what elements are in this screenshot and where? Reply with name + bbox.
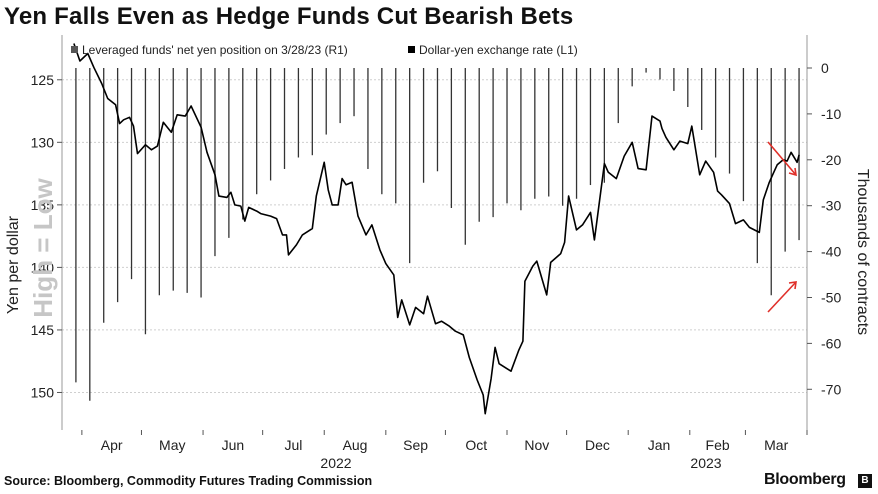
x-month-label-10: Feb <box>706 437 730 453</box>
dollar-yen-line <box>73 43 800 415</box>
legend: Leveraged funds' net yen position on 3/2… <box>71 43 578 57</box>
left-tick-label-3: 140 <box>31 259 55 275</box>
right-tick-label-0: 0 <box>821 60 829 76</box>
x-month-label-4: Aug <box>343 437 368 453</box>
left-tick-label-5: 150 <box>31 384 55 400</box>
x-month-label-3: Jul <box>284 437 302 453</box>
legend-swatch-line <box>408 46 415 53</box>
left-tick-label-4: 145 <box>31 322 55 338</box>
left-tick-label-1: 130 <box>31 134 55 150</box>
legend-label-bars: Leveraged funds' net yen position on 3/2… <box>82 43 348 57</box>
x-month-label-2: Jun <box>222 437 245 453</box>
left-tick-label-0: 125 <box>31 72 55 88</box>
right-tick-label-4: -40 <box>821 244 841 260</box>
arrow-down-head <box>788 167 797 177</box>
x-month-label-6: Oct <box>465 437 487 453</box>
arrow-down-icon <box>767 141 797 176</box>
chart-title: Yen Falls Even as Hedge Funds Cut Bearis… <box>4 3 574 30</box>
net-yen-position-bars <box>75 68 800 401</box>
left-axis-ticks: 125 130 135 140 145 150 <box>31 72 62 400</box>
right-axis-title: Thousands of contracts <box>854 169 871 335</box>
x-month-label-9: Jan <box>648 437 671 453</box>
right-tick-label-2: -20 <box>821 152 841 168</box>
x-year-label-2023: 2023 <box>690 455 721 470</box>
right-tick-label-5: -50 <box>821 289 841 305</box>
x-month-label-11: Mar <box>764 437 788 453</box>
source-note: Source: Bloomberg, Commodity Futures Tra… <box>4 474 373 488</box>
brand-logo: Bloomberg <box>764 471 846 488</box>
red-arrows <box>767 141 797 313</box>
x-month-label-8: Dec <box>585 437 610 453</box>
right-tick-label-7: -70 <box>821 381 841 397</box>
left-axis-title: Yen per dollar <box>5 215 22 314</box>
left-tick-label-2: 135 <box>31 197 55 213</box>
bloomberg-icon: B <box>858 474 872 488</box>
x-month-label-1: May <box>159 437 185 453</box>
chart: Apr May Jun Jul Aug Sep Oct Nov Dec Jan Feb Mar 125… <box>5 35 871 470</box>
arrow-up-head <box>788 281 797 290</box>
x-month-label-7: Nov <box>524 437 549 453</box>
arrow-up-icon <box>767 281 797 313</box>
x-month-label-0: Apr <box>101 437 123 453</box>
legend-swatch-bars <box>71 46 78 53</box>
x-axis-ticks: Apr May Jun Jul Aug Sep Oct Nov Dec Jan Feb Mar <box>81 430 808 453</box>
x-month-label-5: Sep <box>403 437 428 453</box>
right-tick-label-6: -60 <box>821 335 841 351</box>
gridlines <box>62 79 807 393</box>
right-tick-label-1: -10 <box>821 106 841 122</box>
legend-label-line: Dollar-yen exchange rate (L1) <box>419 43 578 57</box>
high-low-annotation: High = Low <box>28 178 58 318</box>
x-year-label-2022: 2022 <box>320 455 351 470</box>
right-tick-label-3: -30 <box>821 198 841 214</box>
right-axis-ticks: 0 -10 -20 -30 -40 -50 -60 -70 <box>807 60 841 397</box>
